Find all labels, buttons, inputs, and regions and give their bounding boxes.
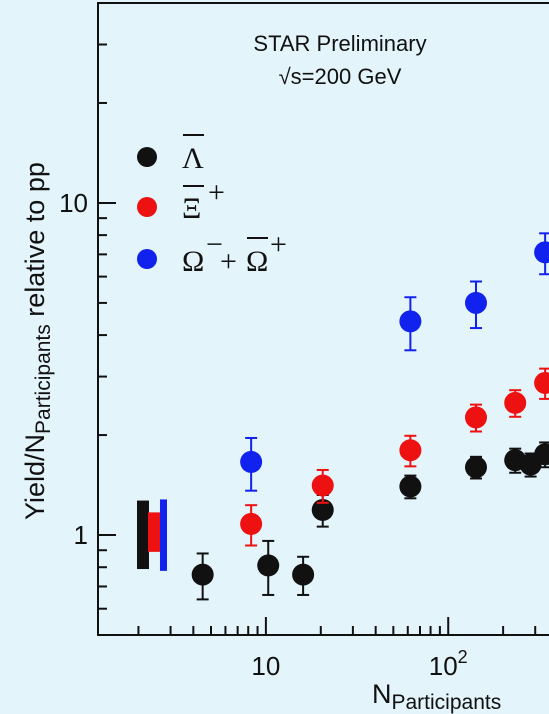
- legend-label-omega-b: Ω: [246, 245, 268, 278]
- normalization-band: [137, 500, 149, 570]
- data-point: [399, 439, 422, 462]
- data-point: [534, 241, 549, 264]
- data-point: [311, 498, 334, 521]
- legend-label-xi: Ξ: [182, 192, 201, 225]
- annotation-energy: √s=200 GeV: [279, 64, 402, 89]
- x-tick-label: 102: [429, 647, 468, 681]
- legend: Λ Ξ + Ω − + Ω +: [137, 134, 287, 278]
- y-axis-title-main: Yield/N: [20, 434, 50, 520]
- data-marks: [191, 232, 549, 601]
- legend-sup-xi: +: [208, 176, 225, 209]
- data-point: [464, 456, 487, 479]
- x-tick-label-base: 10: [429, 651, 458, 681]
- legend-marker-xi: [137, 197, 157, 217]
- data-point: [504, 391, 527, 414]
- x-axis-title-main: N: [372, 679, 392, 709]
- x-tick-label-superscript: 2: [458, 647, 468, 667]
- normalization-bands: [137, 499, 167, 571]
- data-point: [240, 450, 263, 473]
- normalization-band: [160, 499, 167, 571]
- data-point: [257, 554, 280, 577]
- annotation-preliminary: STAR Preliminary: [253, 31, 426, 56]
- x-tick-label-base: 10: [251, 651, 280, 681]
- y-axis-title-sub: Participants: [32, 324, 55, 434]
- data-point: [534, 443, 549, 466]
- data-point: [191, 563, 214, 586]
- legend-label-lambda: Λ: [182, 142, 204, 175]
- data-point: [292, 563, 315, 586]
- x-tick-label: 10: [251, 651, 280, 681]
- data-point: [464, 406, 487, 429]
- data-point: [240, 512, 263, 535]
- legend-marker-omega: [137, 249, 157, 269]
- normalization-band: [148, 512, 160, 552]
- legend-sup-omega-a: −: [206, 228, 223, 261]
- data-point: [311, 474, 334, 497]
- plot-frame: [97, 2, 549, 636]
- y-tick-label: 10: [59, 188, 88, 218]
- legend-label-omega-a: Ω: [182, 245, 204, 278]
- data-point: [464, 291, 487, 314]
- x-axis-title-sub: Participants: [392, 691, 502, 714]
- x-axis-title: NParticipants: [372, 679, 501, 714]
- legend-plus: +: [220, 245, 237, 278]
- data-point: [399, 475, 422, 498]
- y-tick-label: 1: [74, 520, 88, 550]
- data-point: [534, 371, 549, 394]
- legend-marker-lambda: [137, 147, 157, 167]
- legend-sup-omega-b: +: [270, 228, 287, 261]
- y-axis-title-suffix: relative to pp: [20, 162, 50, 324]
- y-axis-title: Yield/NParticipants relative to pp: [20, 162, 55, 520]
- data-point: [399, 310, 422, 333]
